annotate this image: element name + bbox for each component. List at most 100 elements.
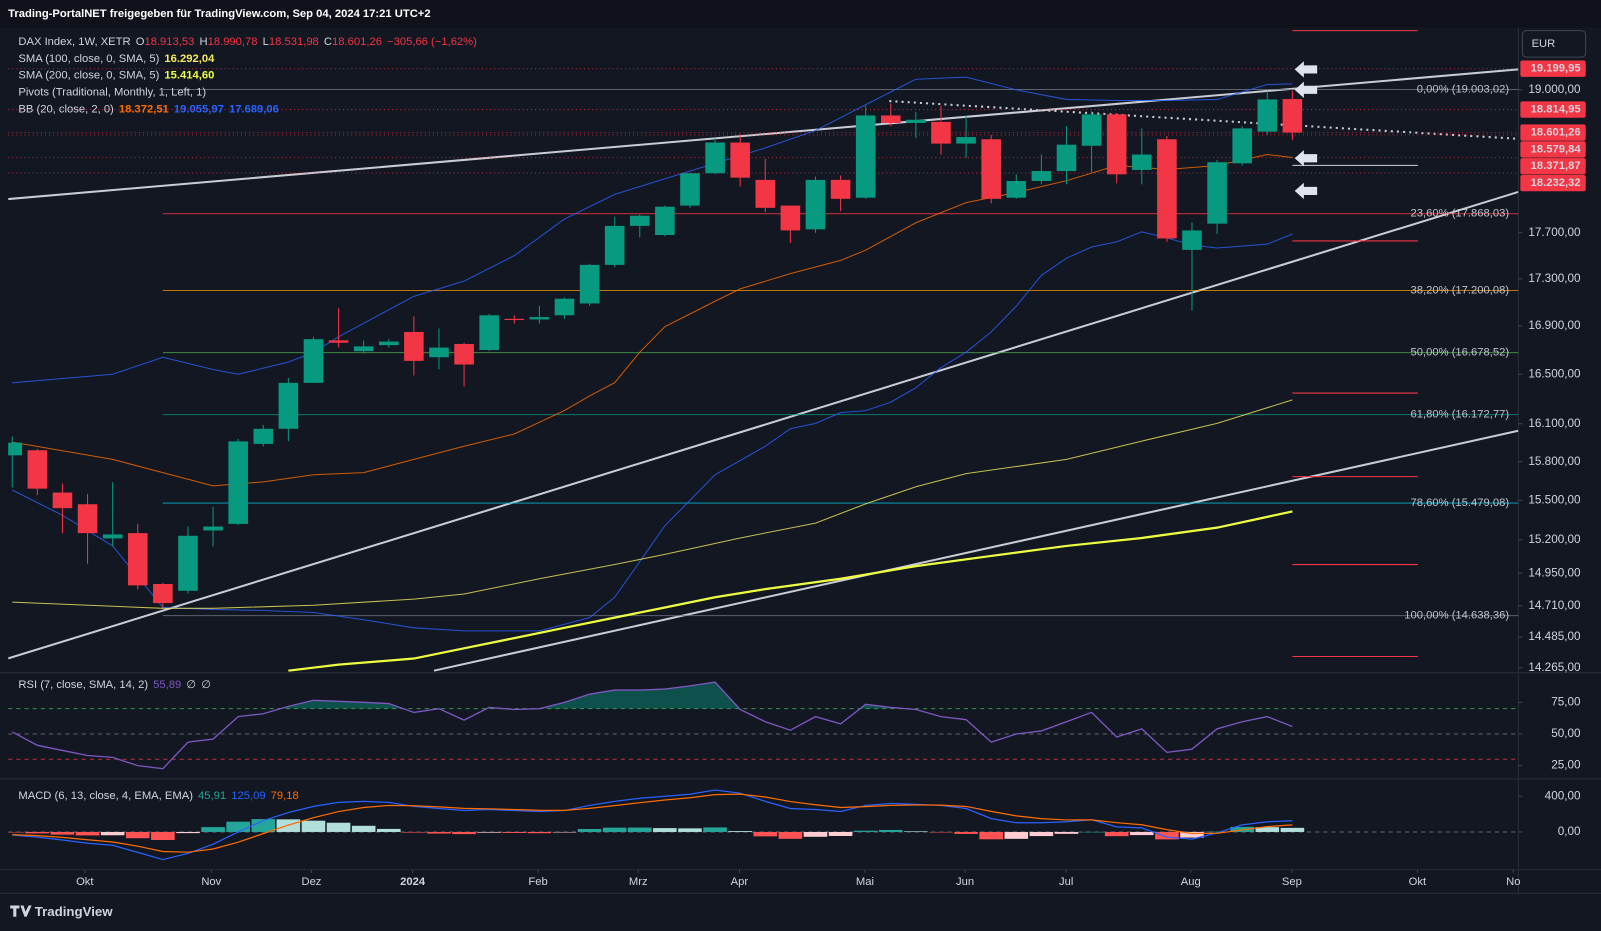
x-tick-label: Sep bbox=[1282, 876, 1302, 888]
indicator-line bbox=[12, 154, 1293, 487]
price-label-box bbox=[1520, 141, 1586, 158]
candle-body bbox=[77, 504, 98, 534]
candle-body bbox=[981, 139, 1001, 199]
candle-body bbox=[504, 318, 525, 321]
macd-line bbox=[12, 789, 1293, 861]
overbought-area bbox=[280, 682, 906, 709]
x-tick-label: Aug bbox=[1181, 876, 1201, 888]
histogram-bar bbox=[878, 829, 903, 832]
legend-title: Pivots (Traditional, Monthly, 1, Left, 1… bbox=[18, 87, 206, 99]
histogram-bar bbox=[778, 831, 803, 839]
pane-plot bbox=[8, 681, 1519, 770]
candle-body bbox=[454, 343, 474, 365]
histogram-bar bbox=[527, 831, 552, 834]
candle-body bbox=[1031, 171, 1052, 181]
candle-body bbox=[579, 264, 600, 304]
histogram-bar bbox=[427, 831, 451, 834]
y-tick-label: 17.300,00 bbox=[1528, 272, 1581, 285]
histogram-bar bbox=[653, 828, 677, 832]
y-tick-label: 25,00 bbox=[1551, 759, 1581, 772]
candle-body bbox=[529, 317, 550, 320]
candle-body bbox=[604, 225, 625, 265]
candle-body bbox=[303, 339, 324, 383]
currency-button[interactable]: EUR bbox=[1521, 30, 1587, 58]
header-bar bbox=[0, 0, 1601, 28]
candle-body bbox=[805, 179, 826, 230]
histogram-bar bbox=[979, 831, 1003, 840]
histogram-bar bbox=[602, 827, 627, 832]
legend-value: 17.689,06 bbox=[229, 104, 279, 116]
histogram-bar bbox=[376, 828, 401, 832]
x-tick-label: Mrz bbox=[629, 876, 648, 888]
legend-row: Pivots (Traditional, Monthly, 1, Left, 1… bbox=[18, 87, 206, 99]
candle-body bbox=[8, 442, 23, 456]
arrow-icon bbox=[1294, 182, 1318, 200]
legend-value: 19.055,97 bbox=[174, 104, 224, 116]
x-tick-label: Jul bbox=[1059, 876, 1073, 888]
price-axis: 19.000,00 17.700,00 17.300,00 16.900,00 16.5… bbox=[1518, 83, 1581, 674]
legend-title: RSI (7, close, SMA, 14, 2) bbox=[18, 679, 148, 691]
x-tick-label: Nov bbox=[201, 876, 221, 888]
brand-logo bbox=[10, 905, 32, 917]
y-tick-label: 0,00 bbox=[1558, 825, 1581, 838]
indicator-line bbox=[12, 399, 1293, 609]
indicator-line bbox=[12, 231, 1293, 632]
histogram-bar bbox=[50, 831, 75, 835]
histogram-bar bbox=[176, 831, 200, 834]
drawings bbox=[8, 68, 1519, 672]
currency-button-frame[interactable] bbox=[1521, 30, 1587, 58]
candle-body bbox=[730, 142, 750, 178]
candle-body bbox=[102, 534, 123, 539]
price-label: 18.232,32 bbox=[1531, 177, 1581, 189]
histogram-bar bbox=[954, 831, 978, 834]
legend-title: MACD (6, 13, close, 4, EMA, EMA) bbox=[18, 790, 193, 802]
histogram-bar bbox=[8, 831, 25, 833]
candle-body bbox=[629, 215, 650, 226]
histogram-bar bbox=[251, 819, 276, 832]
legend-row: MACD (6, 13, close, 4, EMA, EMA) 45,91 125… bbox=[18, 790, 298, 802]
currency-label[interactable]: EUR bbox=[1532, 38, 1556, 50]
price-axis: 75,00 50,00 25,00 bbox=[1518, 695, 1581, 772]
x-tick-label: Feb bbox=[528, 876, 547, 888]
dotted-trend-line bbox=[889, 100, 1519, 140]
legend-title: SMA (100, close, 0, SMA, 5) bbox=[18, 53, 159, 65]
legend-value: ∅ bbox=[186, 679, 196, 691]
histogram-bar bbox=[904, 831, 928, 832]
candle-body bbox=[780, 205, 801, 231]
histogram-bar bbox=[201, 827, 225, 832]
legend-row: SMA (200, close, 0, SMA, 5) 15.414,60 bbox=[18, 70, 214, 82]
histogram-bar bbox=[477, 831, 501, 833]
candle-body bbox=[203, 526, 223, 531]
candle-body bbox=[1232, 128, 1252, 164]
header-title: Trading-PortalNET freigegeben für Tradin… bbox=[8, 8, 430, 20]
candle-body bbox=[554, 298, 575, 316]
histogram-bar bbox=[1180, 831, 1204, 838]
histogram-bar bbox=[25, 831, 50, 834]
histogram-bar bbox=[1255, 827, 1280, 832]
histogram-bar bbox=[577, 829, 602, 832]
fib-label: 23,60% (17.868,03) bbox=[1411, 208, 1510, 220]
y-tick-label: 19.000,00 bbox=[1528, 83, 1581, 96]
candle-body bbox=[429, 347, 449, 358]
histogram-bar bbox=[326, 822, 351, 832]
footer: TradingView bbox=[10, 904, 113, 919]
candle-body bbox=[52, 492, 73, 509]
legend-row: BB (20, close, 2, 0) 18.372,51 19.055,97 17… bbox=[18, 104, 279, 116]
y-tick-label: 50,00 bbox=[1551, 727, 1581, 740]
x-tick-label: Okt bbox=[76, 876, 94, 888]
y-tick-label: 14.265,00 bbox=[1528, 661, 1581, 674]
candle-body bbox=[956, 137, 976, 144]
x-tick-label: Jun bbox=[956, 876, 974, 888]
price-label: 19.199,95 bbox=[1531, 63, 1581, 75]
candle-body bbox=[178, 535, 198, 591]
trend-line bbox=[8, 68, 1519, 201]
candle-body bbox=[27, 450, 48, 489]
candle-body bbox=[328, 340, 349, 343]
legend-value: 79,18 bbox=[271, 790, 299, 802]
histogram-bar bbox=[703, 827, 727, 832]
legend-value: ∅ bbox=[201, 679, 211, 691]
macd-line bbox=[12, 793, 1293, 853]
pane-plot: 0,00% (19.003,02) 23,60% (17.868,03) 38,20… bbox=[8, 30, 1519, 672]
candle-body bbox=[1131, 154, 1152, 170]
